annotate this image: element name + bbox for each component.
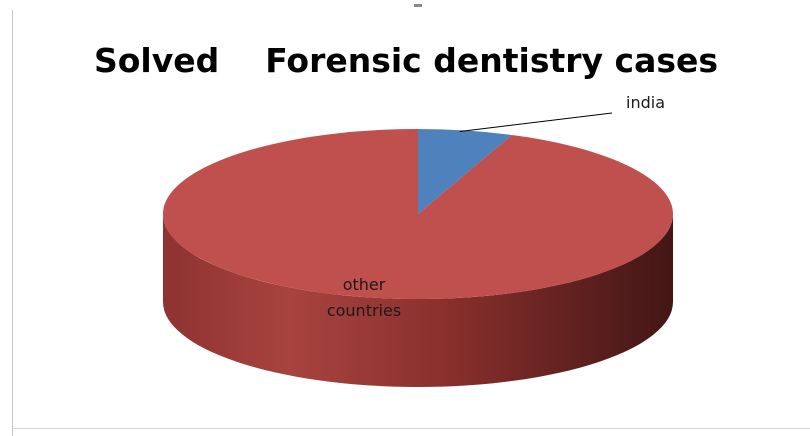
slice-label-india: india bbox=[626, 93, 665, 112]
pie-group: india other countries bbox=[162, 93, 673, 387]
slice-label-other-countries: other countries bbox=[327, 275, 401, 320]
leader-line-india bbox=[459, 112, 613, 133]
pie-slice-other-countries bbox=[162, 128, 673, 299]
pie-side-wall bbox=[163, 214, 673, 387]
pie-slice-india bbox=[418, 129, 512, 214]
top-edge-mark bbox=[414, 4, 422, 7]
chart-title: Solved Forensic dentistry cases bbox=[94, 41, 718, 80]
